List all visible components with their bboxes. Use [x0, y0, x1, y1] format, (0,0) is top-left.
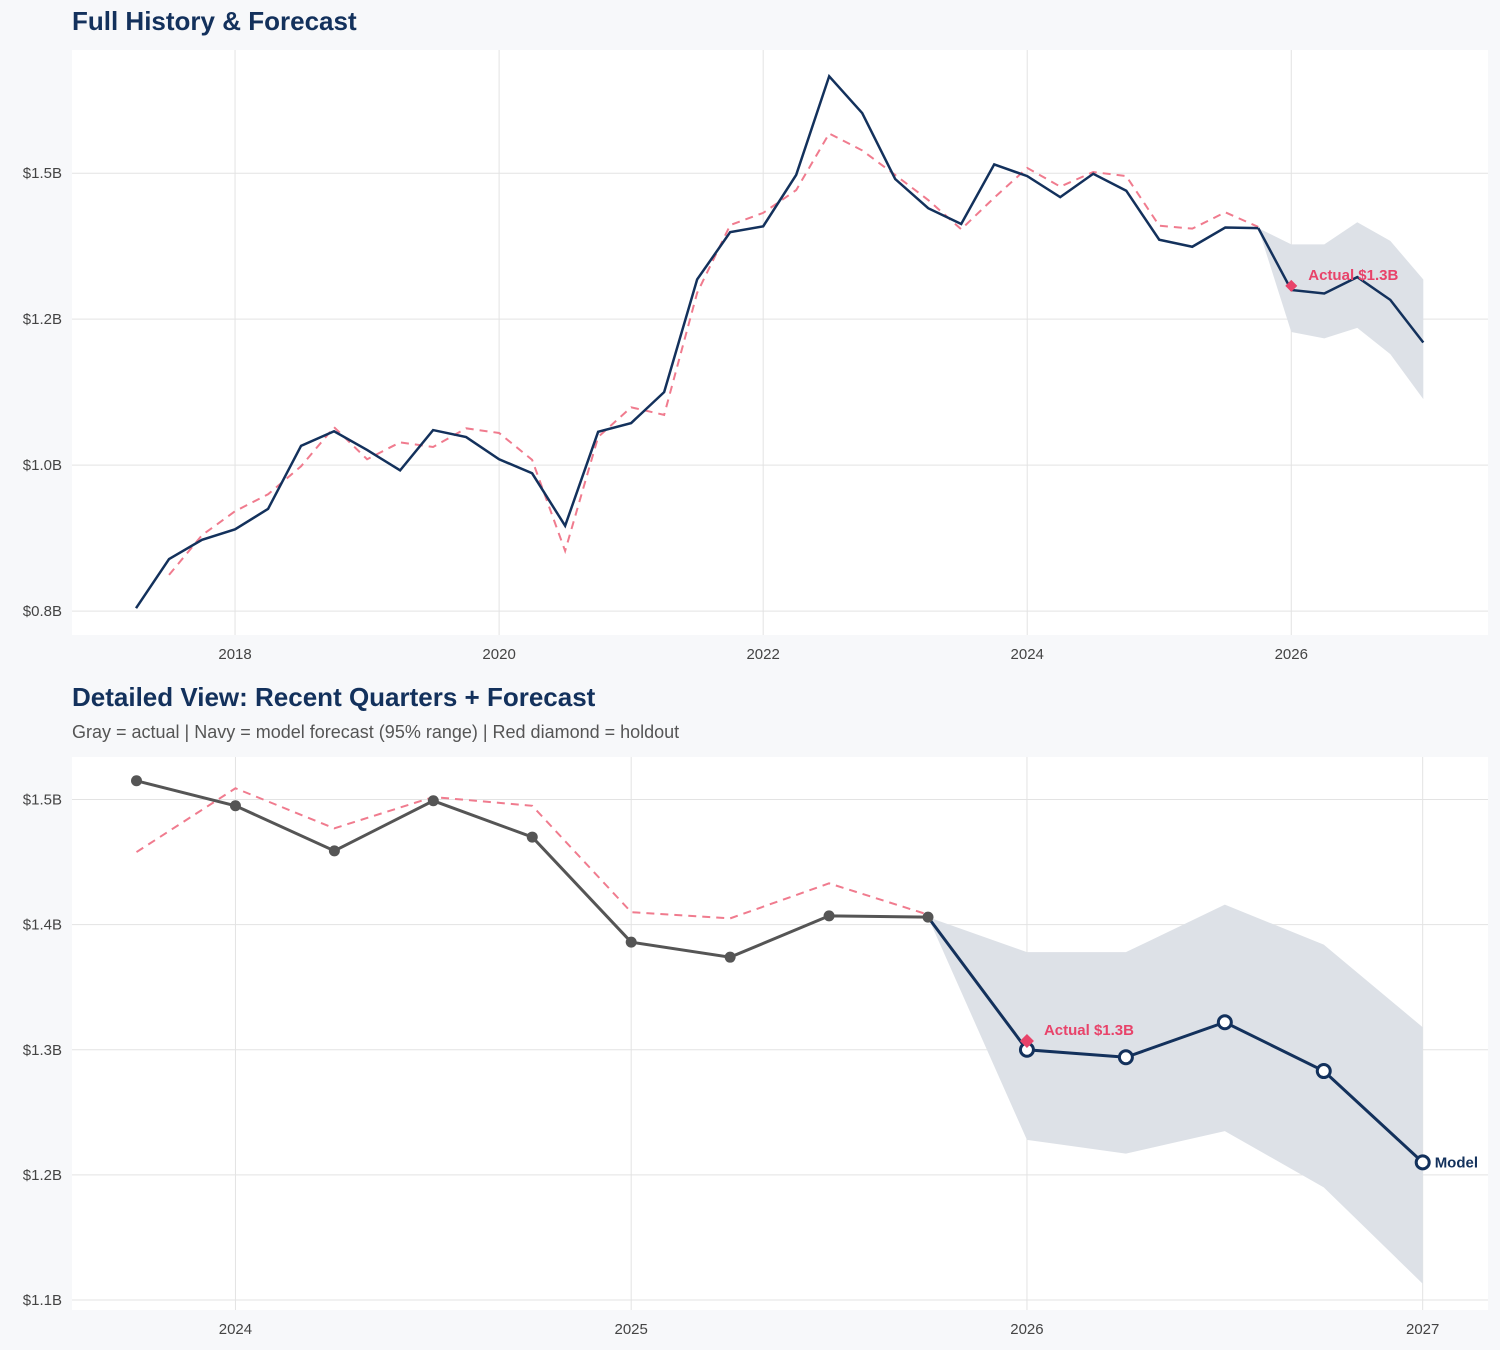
y-tick-label: $1.2B	[23, 311, 62, 328]
top-plot-area	[72, 50, 1488, 635]
x-tick-label: 2025	[615, 1321, 648, 1338]
forecast-point	[1414, 1154, 1431, 1171]
bottom-chart: $1.1B $1.2B $1.3B $1.4B $1.5B 2024 2025 2026 202…	[23, 757, 1488, 1338]
x-tick-label: 2018	[218, 646, 251, 663]
y-tick-label: $1.4B	[23, 917, 62, 934]
y-tick-label: $1.0B	[23, 457, 62, 474]
actual-point	[427, 795, 439, 807]
y-tick-label: $1.5B	[23, 165, 62, 182]
forecast-line	[926, 916, 1424, 1164]
forecast-point	[1216, 1014, 1233, 1031]
actual-point	[131, 775, 143, 787]
holdout-diamond	[1285, 279, 1298, 292]
bottom-chart-title: Detailed View: Recent Quarters + Forecas…	[72, 682, 596, 712]
fitted-dashed-line	[168, 132, 1259, 576]
forecast-point	[1117, 1049, 1134, 1066]
forecast-95-band	[1258, 222, 1424, 400]
holdout-label: Actual $1.3B	[1308, 267, 1398, 284]
actual-point	[823, 910, 835, 922]
actual-point	[724, 951, 736, 963]
actual-point	[526, 831, 538, 843]
y-tick-label: $1.5B	[23, 792, 62, 809]
top-chart: $0.8B $1.0B $1.2B $1.5B 2018 2020 2022 2024 2026…	[23, 50, 1488, 663]
model-end-label: Model	[1435, 1154, 1478, 1171]
holdout-diamond	[1019, 1034, 1034, 1049]
x-tick-label: 2026	[1010, 1321, 1043, 1338]
top-chart-title: Full History & Forecast	[72, 6, 357, 36]
x-tick-label: 2024	[1011, 646, 1044, 663]
actual-point	[625, 936, 637, 948]
y-tick-label: $0.8B	[23, 603, 62, 620]
forecast-line	[1257, 227, 1425, 344]
x-tick-label: 2027	[1406, 1321, 1439, 1338]
actual-point	[328, 845, 340, 857]
actual-point	[229, 800, 241, 812]
x-tick-label: 2022	[746, 646, 779, 663]
holdout-label: Actual $1.3B	[1044, 1022, 1134, 1039]
bottom-chart-subtitle: Gray = actual | Navy = model forecast (9…	[72, 722, 680, 742]
y-tick-label: $1.2B	[23, 1167, 62, 1184]
fitted-dashed-line	[135, 787, 929, 920]
x-tick-label: 2026	[1275, 646, 1308, 663]
forecast-95-band	[928, 904, 1423, 1284]
forecast-point	[1315, 1063, 1332, 1080]
x-tick-label: 2020	[482, 646, 515, 663]
y-tick-label: $1.3B	[23, 1042, 62, 1059]
actual-point	[922, 911, 934, 923]
actual-line	[134, 73, 1259, 609]
y-tick-label: $1.1B	[23, 1292, 62, 1309]
x-tick-label: 2024	[219, 1321, 252, 1338]
